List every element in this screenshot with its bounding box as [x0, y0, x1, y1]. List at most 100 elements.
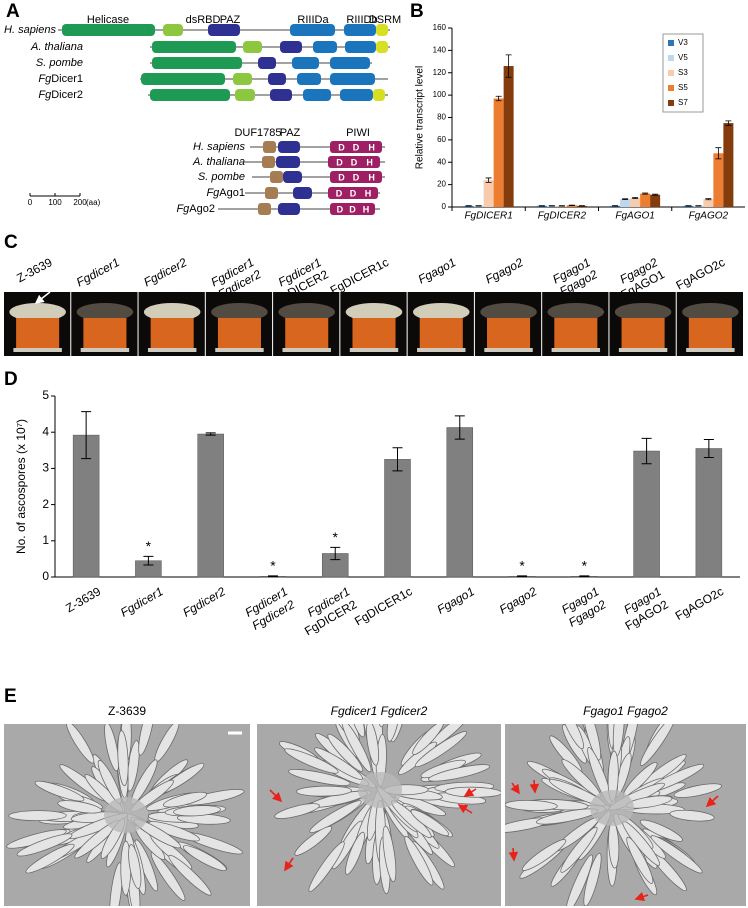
micrograph — [505, 724, 746, 906]
ascus — [138, 724, 156, 756]
ascus — [640, 724, 676, 766]
ascus — [386, 724, 401, 742]
residue-label: D — [338, 172, 345, 182]
residue-label: H — [363, 204, 370, 214]
carrot-agar — [217, 318, 261, 350]
residue-label: D — [350, 188, 357, 198]
bar — [703, 199, 714, 207]
domain-label: DSRM — [369, 14, 401, 26]
row-label: FgDicer2 — [38, 89, 83, 101]
centrum — [104, 797, 148, 833]
agar-base — [417, 348, 466, 352]
row-label: FgAgo1 — [206, 187, 245, 199]
carrot-agar — [150, 318, 194, 350]
significance-mark: * — [146, 538, 152, 554]
ascus — [366, 724, 380, 766]
ascus — [565, 854, 593, 906]
panel-letter: C — [4, 232, 18, 253]
domain-label: Helicase — [87, 14, 129, 26]
y-tick-label: 140 — [433, 45, 447, 54]
carrot-agar — [83, 318, 127, 350]
error-bar — [330, 546, 341, 561]
error-bar — [652, 193, 659, 196]
domain-box — [328, 187, 378, 199]
domain-box — [268, 73, 286, 85]
ascus — [347, 724, 365, 738]
bar — [713, 153, 724, 207]
x-tick-label: Fgago2 — [497, 584, 540, 617]
ascus — [582, 724, 602, 761]
label-run: H. sapiens — [4, 24, 56, 36]
residue-label: H — [366, 157, 373, 167]
error-bar — [81, 411, 92, 460]
domain-box — [344, 24, 376, 36]
row-label: S. pombe — [198, 171, 245, 183]
domain-box — [330, 171, 382, 183]
domain-box — [152, 57, 242, 69]
bar — [483, 180, 494, 207]
ascus — [8, 810, 67, 822]
ascus — [16, 833, 73, 857]
bar — [197, 433, 224, 578]
domain-box — [208, 24, 240, 36]
label-run: Ago1 — [219, 187, 245, 199]
ascus — [117, 730, 129, 787]
strain-label: FgAGO2c — [674, 255, 728, 292]
row-label: A. thaliana — [192, 156, 245, 168]
domain-box — [373, 89, 385, 101]
scale-label: 0 — [28, 198, 33, 207]
residue-label: D — [353, 142, 360, 152]
domain-box — [152, 41, 236, 53]
error-bar — [517, 575, 528, 578]
x-tick-label: Fgdicer1 — [118, 584, 165, 619]
error-bar — [205, 432, 216, 436]
residue-label: H — [365, 188, 372, 198]
row-label: A. thaliana — [30, 41, 83, 53]
label-run: Ago2 — [189, 203, 215, 215]
mycelium — [480, 303, 537, 321]
domain-box — [330, 141, 382, 153]
domain-box — [150, 89, 230, 101]
ascus — [673, 783, 723, 798]
y-tick-label: 160 — [433, 23, 447, 32]
legend-swatch — [668, 70, 674, 76]
y-tick-label: 80 — [437, 113, 446, 122]
residue-label: H — [368, 172, 375, 182]
label-run: Fg — [38, 73, 52, 85]
micrograph — [257, 724, 501, 906]
bar — [650, 194, 661, 207]
domain-box — [233, 73, 252, 85]
agar-base — [349, 348, 399, 352]
domain-box — [340, 89, 373, 101]
row-label: FgDicer1 — [38, 73, 83, 85]
agar-base — [80, 348, 130, 352]
mycelium — [614, 303, 672, 321]
x-tick-label: Fgdicer2 — [180, 584, 228, 620]
row-label: S. pombe — [36, 57, 83, 69]
ascus — [412, 724, 444, 755]
carrot-agar — [419, 318, 463, 350]
panel-letter: D — [4, 369, 18, 390]
arrow — [705, 795, 719, 808]
residue-label: D — [351, 157, 358, 167]
y-tick-label: 3 — [42, 461, 49, 475]
arrow — [457, 804, 473, 814]
ascus — [168, 854, 212, 896]
label-run: A. thaliana — [30, 41, 83, 53]
error-bar — [632, 197, 639, 200]
error-bar — [715, 147, 722, 160]
domain-box — [297, 73, 321, 85]
bar — [723, 123, 734, 207]
domain-box — [243, 41, 262, 53]
ascus — [294, 825, 333, 856]
arrow — [34, 291, 51, 304]
agar-base — [618, 348, 668, 352]
ascus — [308, 841, 345, 892]
error-bar — [642, 192, 649, 195]
legend-swatch — [668, 40, 674, 46]
bar — [503, 66, 514, 207]
y-tick-label: 20 — [437, 180, 446, 189]
domain-label: PAZ — [220, 14, 241, 26]
ascus — [162, 791, 208, 808]
